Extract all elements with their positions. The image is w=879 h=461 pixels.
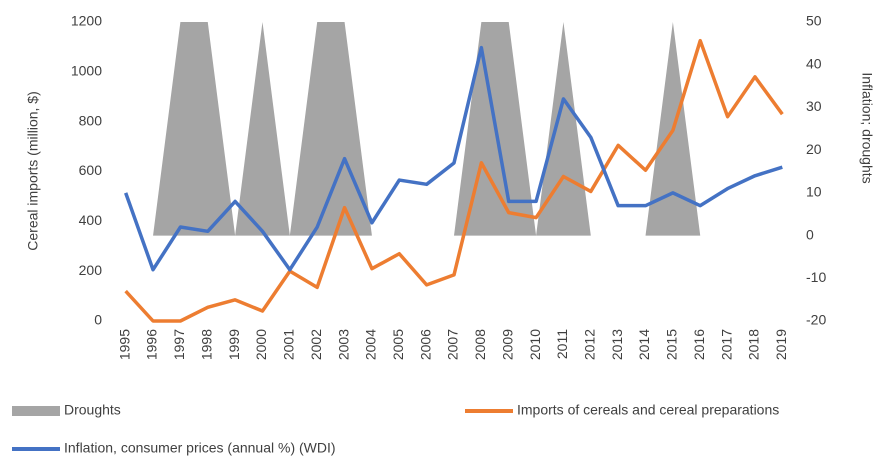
y-tick-label: 1000 <box>71 63 102 79</box>
x-tick-label: 2012 <box>582 329 598 360</box>
x-tick-label: 2016 <box>691 329 707 360</box>
x-tick-label: 2019 <box>773 329 789 360</box>
legend-label: Droughts <box>64 402 121 418</box>
y-tick-label: 1200 <box>71 13 102 29</box>
y2-tick-label: -20 <box>806 312 826 328</box>
drought-area <box>125 22 783 236</box>
x-tick-label: 2004 <box>363 329 379 360</box>
x-tick-label: 1995 <box>116 329 132 360</box>
x-tick-label: 2011 <box>554 329 570 359</box>
x-tick-label: 2013 <box>609 329 625 360</box>
y-tick-label: 0 <box>94 312 102 328</box>
y2-tick-label: 50 <box>806 13 822 29</box>
series-line <box>124 38 784 323</box>
y2-tick-label: 0 <box>806 226 814 242</box>
x-tick-label: 2006 <box>417 329 433 360</box>
y2-tick-label: 30 <box>806 98 822 114</box>
y-tick-label: 800 <box>79 112 103 128</box>
x-tick-label: 2003 <box>335 329 351 360</box>
x-tick-label: 2009 <box>499 329 515 360</box>
x-tick-label: 2014 <box>636 329 652 360</box>
x-tick-label: 2007 <box>445 329 461 360</box>
y2-tick-label: 10 <box>806 184 822 200</box>
x-tick-label: 2015 <box>664 329 680 360</box>
legend-swatch <box>12 406 60 416</box>
y-axis-label: Cereal imports (million, $) <box>25 91 41 250</box>
x-tick-label: 2018 <box>746 329 762 360</box>
x-tick-label: 2010 <box>527 329 543 360</box>
y2-axis-label: Inflation; droughts <box>859 72 875 183</box>
x-tick-label: 2005 <box>390 329 406 360</box>
x-tick-label: 2001 <box>281 329 297 360</box>
x-tick-label: 1996 <box>144 329 160 360</box>
x-tick-label: 2017 <box>718 329 734 360</box>
y-tick-label: 600 <box>79 162 103 178</box>
legend-label: Inflation, consumer prices (annual %) (W… <box>64 440 336 456</box>
x-tick-label: 2008 <box>472 329 488 360</box>
x-tick-label: 2000 <box>253 329 269 360</box>
y2-tick-label: 20 <box>806 141 822 157</box>
x-tick-label: 1999 <box>226 329 242 360</box>
x-tick-label: 1997 <box>171 329 187 360</box>
legend-label: Imports of cereals and cereal preparatio… <box>517 402 779 418</box>
series-line <box>124 45 783 272</box>
y2-tick-label: -10 <box>806 269 826 285</box>
x-tick-label: 2002 <box>308 329 324 360</box>
y-tick-label: 400 <box>79 212 103 228</box>
y-tick-label: 200 <box>79 262 103 278</box>
x-tick-label: 1998 <box>198 329 214 360</box>
y2-tick-label: 40 <box>806 55 822 71</box>
